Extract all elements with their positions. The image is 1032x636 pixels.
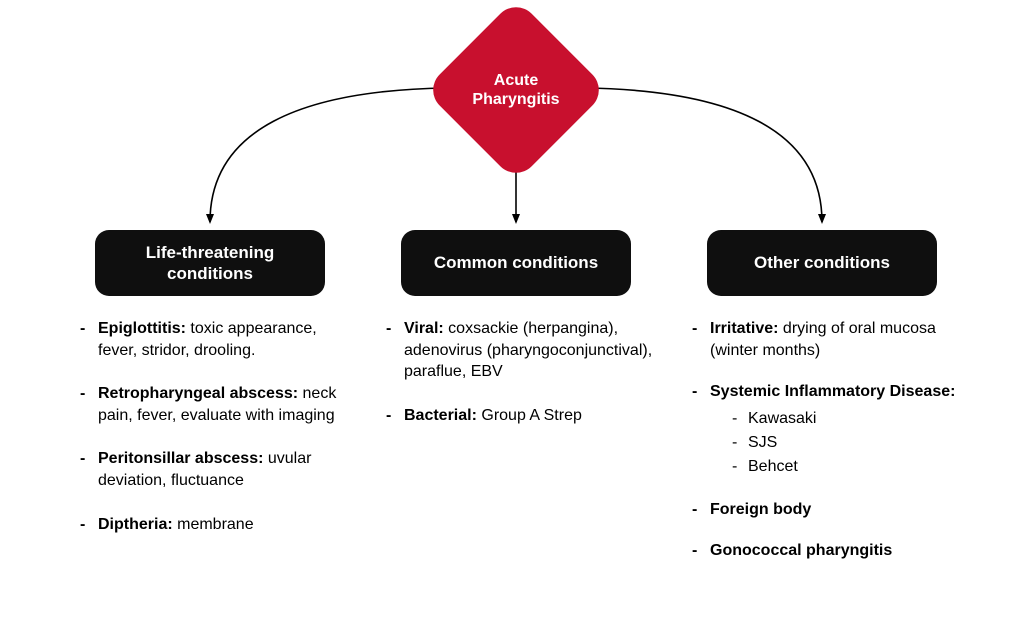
edge-life (210, 88, 448, 222)
bullet-label: Foreign body (710, 501, 811, 518)
sub-item: Behcet (732, 455, 982, 479)
category-label: Common conditions (434, 252, 598, 273)
bullet-label: Peritonsillar abscess: (98, 450, 263, 467)
bullet-text: Group A Strep (477, 407, 582, 424)
bullet-label: Systemic Inflammatory Disease: (710, 383, 955, 400)
bullet-label: Retropharyngeal abscess: (98, 385, 298, 402)
bullet-list: Viral: coxsackie (herpangina), adenoviru… (386, 318, 666, 426)
bullet-item: Epiglottitis: toxic appearance, fever, s… (80, 318, 360, 361)
bullet-label: Diptheria: (98, 516, 173, 533)
category-node-common: Common conditions (401, 230, 631, 296)
root-label: Acute Pharyngitis (451, 71, 581, 109)
diagram-canvas: Acute Pharyngitis Life-threatening condi… (0, 0, 1032, 636)
root-node: Acute Pharyngitis (451, 25, 581, 155)
bullet-label: Viral: (404, 320, 444, 337)
edge-other (584, 88, 822, 222)
bullet-label: Bacterial: (404, 407, 477, 424)
bullet-text: membrane (173, 516, 254, 533)
bullet-item: Bacterial: Group A Strep (386, 405, 666, 427)
bullet-item: Systemic Inflammatory Disease: KawasakiSJ… (692, 381, 982, 479)
bullet-label: Irritative: (710, 320, 778, 337)
bullet-item: Foreign body (692, 499, 982, 521)
bullet-label: Epiglottitis: (98, 320, 186, 337)
bullet-block-common: Viral: coxsackie (herpangina), adenoviru… (386, 318, 666, 426)
bullet-item: Irritative: drying of oral mucosa (winte… (692, 318, 982, 361)
category-label: Other conditions (754, 252, 890, 273)
bullet-label: Gonococcal pharyngitis (710, 542, 892, 559)
sub-item: Kawasaki (732, 407, 982, 431)
bullet-block-life: Epiglottitis: toxic appearance, fever, s… (80, 318, 360, 535)
bullet-list: Irritative: drying of oral mucosa (winte… (692, 318, 982, 562)
bullet-block-other: Irritative: drying of oral mucosa (winte… (692, 318, 982, 562)
bullet-item: Gonococcal pharyngitis (692, 540, 982, 562)
sub-item: SJS (732, 431, 982, 455)
category-node-life: Life-threatening conditions (95, 230, 325, 296)
category-node-other: Other conditions (707, 230, 937, 296)
bullet-item: Diptheria: membrane (80, 514, 360, 536)
category-label: Life-threatening conditions (105, 242, 315, 285)
sub-list: KawasakiSJSBehcet (710, 407, 982, 479)
bullet-item: Viral: coxsackie (herpangina), adenoviru… (386, 318, 666, 383)
bullet-list: Epiglottitis: toxic appearance, fever, s… (80, 318, 360, 535)
bullet-item: Retropharyngeal abscess: neck pain, feve… (80, 383, 360, 426)
bullet-item: Peritonsillar abscess: uvular deviation,… (80, 448, 360, 491)
